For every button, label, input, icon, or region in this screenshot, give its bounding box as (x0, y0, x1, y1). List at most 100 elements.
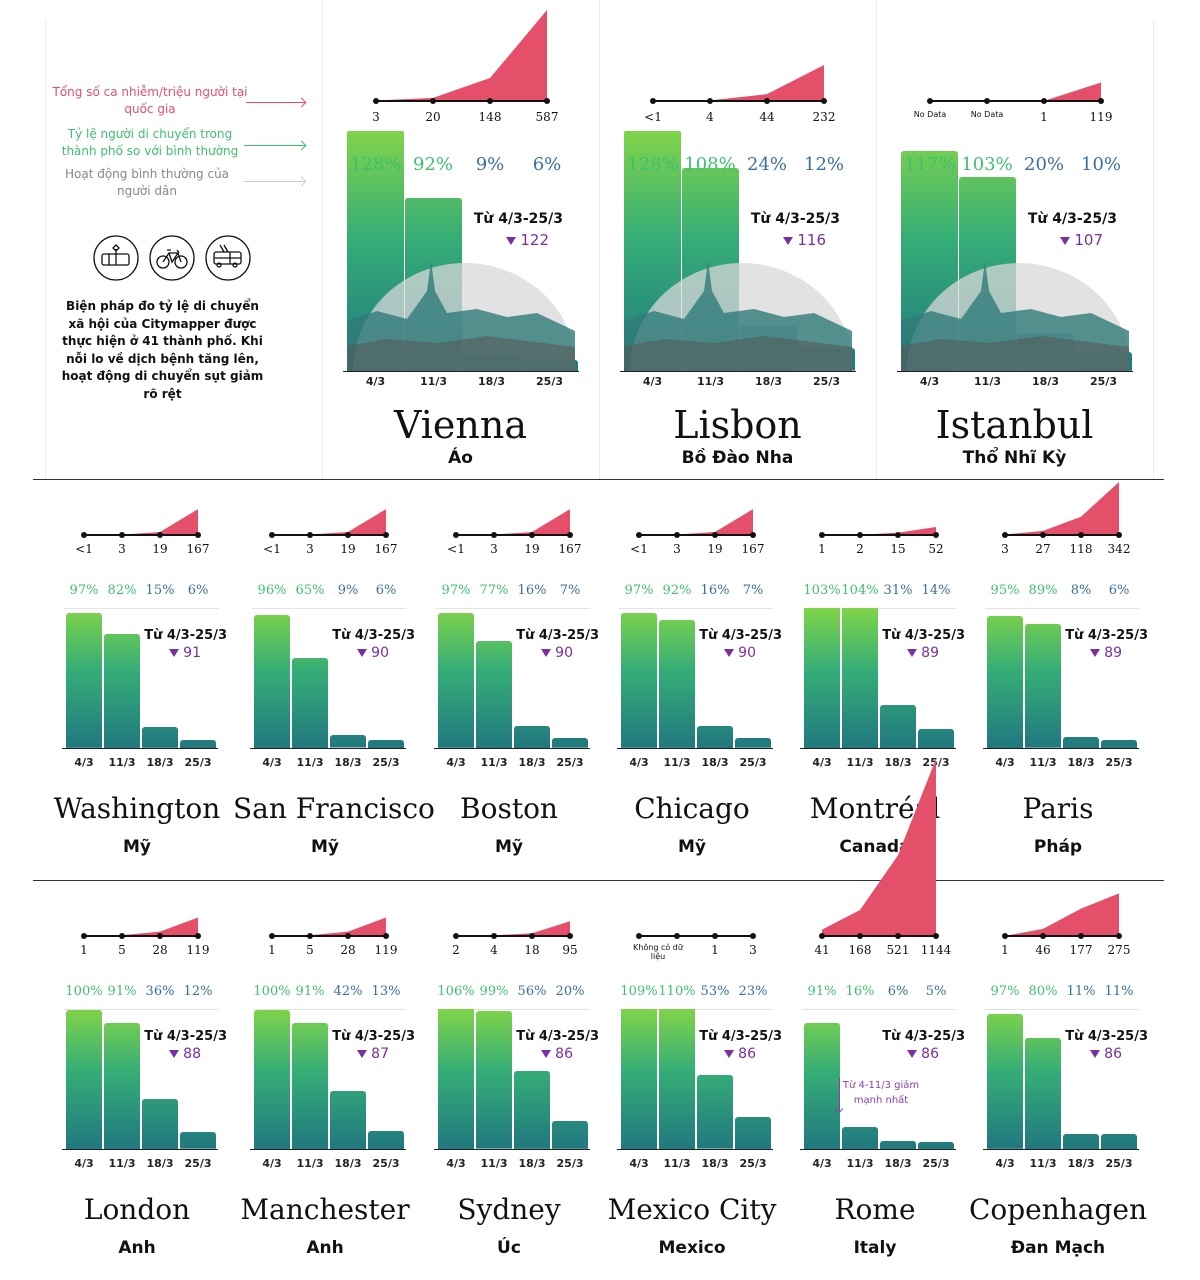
cases-axis (272, 935, 386, 937)
bar-baseline (617, 748, 773, 749)
cases-label: <1 (263, 542, 281, 556)
drop-number: 86 (738, 1046, 756, 1062)
cases-label: 3 (306, 542, 314, 556)
cases-dot (927, 98, 933, 104)
cases-label: 3 (118, 542, 126, 556)
drop-value: 90 (309, 645, 389, 661)
mobility-bar (254, 1010, 290, 1149)
city-name: Chicago (600, 792, 784, 825)
cases-dot (487, 98, 493, 104)
mobility-percent: 97% (991, 984, 1020, 999)
cases-dot (1040, 532, 1046, 538)
divider (619, 608, 773, 609)
period-label: Từ 4/3-25/3 (144, 1029, 227, 1044)
down-triangle-icon (169, 1050, 179, 1058)
cases-label: 4 (706, 110, 714, 124)
drop-value: 90 (493, 645, 573, 661)
drop-value: 90 (676, 645, 756, 661)
date-label: 11/3 (664, 1157, 691, 1170)
drop-value: 116 (746, 231, 826, 249)
cases-label: 41 (814, 943, 829, 957)
mobility-percent: 6% (1109, 583, 1130, 598)
mobility-percent: 36% (146, 984, 175, 999)
mobility-bar (621, 613, 657, 748)
date-label: 4/3 (74, 1157, 93, 1170)
cases-dot (1116, 933, 1122, 939)
drop-number: 90 (738, 645, 756, 661)
date-label: 4/3 (995, 1157, 1014, 1170)
mobility-bar (659, 620, 695, 748)
legend-arrow-icon (244, 181, 305, 182)
country-name: Mỹ (417, 837, 601, 857)
cases-dot (821, 98, 827, 104)
cases-dot (269, 933, 275, 939)
city-photo (901, 251, 1129, 371)
cases-area (653, 65, 824, 101)
drop-number: 90 (555, 645, 573, 661)
period-label: Từ 4/3-25/3 (1065, 1029, 1148, 1044)
cases-label: 3 (749, 943, 757, 957)
date-label: 25/3 (923, 1157, 950, 1170)
cases-dot (750, 933, 756, 939)
country-name: Áo (322, 448, 599, 468)
cases-label: 232 (813, 110, 836, 124)
cases-area (1005, 893, 1119, 936)
cases-axis (822, 534, 936, 536)
cases-area (930, 83, 1101, 101)
cases-dot (195, 933, 201, 939)
cases-label: 167 (187, 542, 210, 556)
date-label: 18/3 (335, 1157, 362, 1170)
date-label: 4/3 (629, 1157, 648, 1170)
date-label: 4/3 (643, 375, 662, 388)
drop-number: 116 (797, 231, 826, 249)
cases-label: 19 (152, 542, 167, 556)
mobility-percent: 91% (808, 984, 837, 999)
date-label: 18/3 (519, 756, 546, 769)
cases-label: 168 (849, 943, 872, 957)
drop-number: 88 (183, 1046, 201, 1062)
mobility-percent: 92% (413, 154, 453, 175)
cases-dot (764, 98, 770, 104)
cases-dot (712, 933, 718, 939)
cases-label: 27 (1035, 542, 1050, 556)
down-triangle-icon (907, 649, 917, 657)
cases-label: 1 (1001, 943, 1009, 957)
cases-area-chart (600, 479, 784, 537)
transport-icons (92, 234, 254, 282)
cases-dot (636, 532, 642, 538)
bar-baseline (62, 748, 218, 749)
cases-dot (933, 933, 939, 939)
cases-area-chart (600, 880, 784, 938)
date-label: 4/3 (446, 756, 465, 769)
cases-label: 521 (887, 943, 910, 957)
cases-label: No Data (910, 110, 950, 119)
drop-value: 89 (859, 645, 939, 661)
date-label: 4/3 (446, 1157, 465, 1170)
cases-label: 167 (742, 542, 765, 556)
drop-value: 89 (1042, 645, 1122, 661)
bar-baseline (343, 371, 579, 372)
mobility-bar (104, 1023, 140, 1149)
cases-dot (1040, 933, 1046, 939)
cases-dot (895, 532, 901, 538)
period-label: Từ 4/3-25/3 (699, 1029, 782, 1044)
down-triangle-icon (541, 649, 551, 657)
mobility-percent: 16% (846, 984, 875, 999)
divider (252, 608, 406, 609)
cases-label: 52 (928, 542, 943, 556)
cases-label: 119 (1090, 110, 1113, 124)
mobility-percent: 9% (476, 154, 505, 175)
cases-area (84, 509, 198, 535)
cases-label: 20 (425, 110, 440, 124)
cases-axis (1005, 935, 1119, 937)
mobility-percent: 128% (350, 154, 401, 175)
date-label: 4/3 (995, 756, 1014, 769)
mobility-bar (514, 1071, 550, 1149)
cases-area-chart (783, 479, 967, 537)
city-name: Washington (45, 792, 229, 825)
mobility-percent: 117% (904, 154, 955, 175)
cases-dot (529, 532, 535, 538)
